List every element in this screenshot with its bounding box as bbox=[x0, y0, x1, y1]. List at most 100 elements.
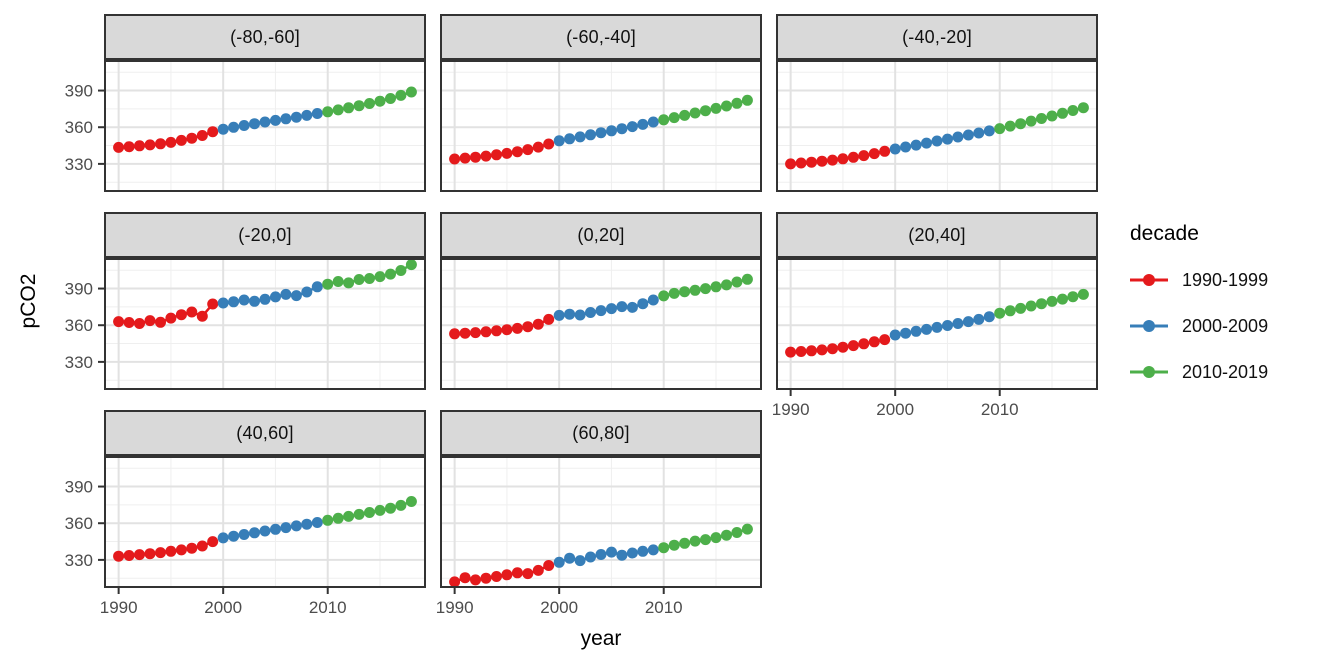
data-point bbox=[459, 152, 471, 164]
data-point bbox=[165, 545, 177, 557]
data-point bbox=[311, 108, 323, 119]
data-point bbox=[532, 318, 544, 330]
data-point bbox=[606, 125, 617, 137]
data-point bbox=[353, 508, 365, 520]
data-point bbox=[385, 502, 396, 514]
data-point bbox=[700, 105, 711, 117]
data-point bbox=[449, 328, 461, 340]
data-point bbox=[259, 293, 271, 305]
data-point bbox=[658, 114, 670, 126]
data-point bbox=[574, 309, 586, 321]
data-point bbox=[470, 574, 481, 586]
data-point bbox=[564, 552, 576, 564]
data-point bbox=[123, 317, 135, 328]
y-tick-label: 360 bbox=[65, 514, 93, 533]
data-point bbox=[616, 301, 628, 313]
data-point bbox=[731, 276, 743, 288]
decade-series-1990-1999 bbox=[785, 334, 891, 358]
data-point bbox=[795, 157, 807, 169]
legend: decade 1990-1999 2000-2009 2010-2019 bbox=[1128, 222, 1338, 406]
data-point bbox=[207, 298, 219, 310]
data-point bbox=[585, 307, 596, 318]
data-point bbox=[952, 318, 964, 329]
data-point bbox=[827, 154, 838, 166]
data-point bbox=[165, 136, 177, 148]
data-point bbox=[238, 120, 250, 131]
data-point bbox=[668, 287, 680, 299]
panel-border bbox=[776, 60, 1098, 192]
data-point bbox=[553, 309, 565, 321]
data-point bbox=[343, 510, 355, 522]
legend-key-point bbox=[1143, 320, 1155, 332]
data-point bbox=[144, 315, 156, 327]
data-point bbox=[1046, 110, 1058, 122]
data-point bbox=[795, 346, 807, 357]
data-point bbox=[574, 555, 586, 567]
data-point bbox=[700, 283, 711, 295]
panel-border bbox=[104, 456, 426, 588]
x-tick-label: 2000 bbox=[204, 598, 242, 617]
data-point bbox=[449, 576, 461, 588]
data-point bbox=[543, 313, 555, 325]
y-tick-label: 390 bbox=[65, 280, 93, 299]
data-point bbox=[501, 569, 513, 581]
legend-key-icon bbox=[1130, 320, 1168, 332]
data-point bbox=[858, 338, 870, 350]
data-point bbox=[301, 109, 313, 121]
data-point bbox=[459, 327, 471, 339]
data-point bbox=[322, 278, 334, 290]
facet-panel: 330 360 390 bbox=[65, 60, 426, 192]
facet-panel bbox=[776, 60, 1098, 192]
x-tick-label: 1990 bbox=[436, 598, 474, 617]
legend-entry-label: 1990-1999 bbox=[1182, 269, 1269, 290]
data-point bbox=[470, 327, 481, 339]
decade-series-1990-1999 bbox=[449, 560, 555, 588]
data-point bbox=[689, 284, 701, 296]
data-point bbox=[710, 102, 722, 114]
data-point bbox=[511, 146, 523, 158]
decade-series-1990-1999 bbox=[785, 145, 891, 170]
facet-strip-label: (0,20] bbox=[440, 212, 762, 258]
data-point bbox=[585, 129, 596, 141]
data-point bbox=[270, 291, 281, 303]
data-point bbox=[249, 295, 260, 307]
data-point bbox=[532, 141, 544, 153]
data-point bbox=[311, 517, 323, 528]
y-tick-label: 330 bbox=[65, 551, 93, 570]
data-point bbox=[207, 536, 219, 548]
data-point bbox=[689, 107, 701, 119]
data-point bbox=[449, 153, 461, 165]
data-point bbox=[175, 309, 187, 321]
data-point bbox=[491, 325, 502, 337]
facet-(20,40]: (20,40] 1990 2000 2010 bbox=[772, 212, 1098, 419]
data-point bbox=[395, 89, 407, 101]
data-point bbox=[364, 98, 375, 109]
data-point bbox=[480, 150, 492, 162]
data-point bbox=[249, 527, 260, 539]
y-tick-label: 390 bbox=[65, 478, 93, 497]
data-point bbox=[868, 336, 880, 348]
data-point bbox=[113, 316, 125, 328]
panel-border bbox=[440, 456, 762, 588]
data-point bbox=[332, 276, 344, 287]
legend-entry: 1990-1999 bbox=[1128, 268, 1338, 292]
legend-key-point bbox=[1143, 366, 1155, 378]
data-point bbox=[637, 118, 649, 130]
panel-border bbox=[440, 258, 762, 390]
data-point bbox=[1015, 118, 1027, 130]
decade-series-2010-2019 bbox=[322, 496, 417, 526]
decade-series-2010-2019 bbox=[658, 273, 753, 302]
data-point bbox=[847, 151, 859, 163]
data-point bbox=[395, 265, 407, 276]
data-point bbox=[879, 334, 891, 346]
data-point bbox=[259, 116, 271, 128]
panel-background bbox=[440, 456, 762, 588]
data-point bbox=[301, 518, 313, 530]
data-point bbox=[910, 325, 922, 337]
decade-series-2010-2019 bbox=[994, 102, 1089, 135]
facet-panel: 1990 2000 2010 330 360 390 bbox=[65, 456, 426, 617]
data-point bbox=[785, 346, 797, 358]
data-point bbox=[343, 277, 355, 289]
data-point bbox=[595, 549, 607, 560]
data-point bbox=[668, 539, 680, 551]
